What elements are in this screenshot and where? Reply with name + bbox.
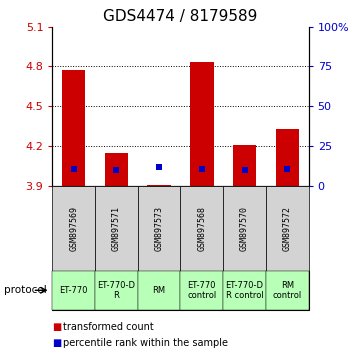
Bar — [95, 186, 138, 271]
Bar — [138, 271, 180, 310]
Text: GSM897568: GSM897568 — [197, 206, 206, 251]
Text: GSM897572: GSM897572 — [283, 206, 292, 251]
Text: protocol: protocol — [4, 285, 46, 295]
Text: ET-770: ET-770 — [60, 286, 88, 295]
Bar — [266, 186, 309, 271]
Bar — [180, 186, 223, 271]
Text: ■: ■ — [52, 338, 62, 348]
Bar — [52, 271, 95, 310]
Text: ET-770-D
R control: ET-770-D R control — [226, 281, 264, 300]
Bar — [233, 145, 256, 186]
Text: percentile rank within the sample: percentile rank within the sample — [63, 338, 228, 348]
Bar — [180, 271, 223, 310]
Bar — [138, 186, 180, 271]
Text: RM
control: RM control — [273, 281, 302, 300]
Text: RM: RM — [153, 286, 166, 295]
Bar — [190, 62, 214, 186]
Bar — [52, 186, 95, 271]
Bar — [275, 129, 299, 186]
Text: ET-770
control: ET-770 control — [187, 281, 217, 300]
Bar — [223, 271, 266, 310]
Bar — [62, 70, 86, 186]
Text: GSM897569: GSM897569 — [69, 206, 78, 251]
Text: GSM897573: GSM897573 — [155, 206, 164, 251]
Text: GSM897571: GSM897571 — [112, 206, 121, 251]
Text: transformed count: transformed count — [63, 322, 154, 332]
Text: GSM897570: GSM897570 — [240, 206, 249, 251]
Bar — [266, 271, 309, 310]
Text: GDS4474 / 8179589: GDS4474 / 8179589 — [103, 9, 258, 24]
Bar — [147, 184, 171, 186]
Text: ■: ■ — [52, 322, 62, 332]
Text: ET-770-D
R: ET-770-D R — [97, 281, 135, 300]
Bar — [223, 186, 266, 271]
Bar — [95, 271, 138, 310]
Bar — [105, 153, 128, 186]
